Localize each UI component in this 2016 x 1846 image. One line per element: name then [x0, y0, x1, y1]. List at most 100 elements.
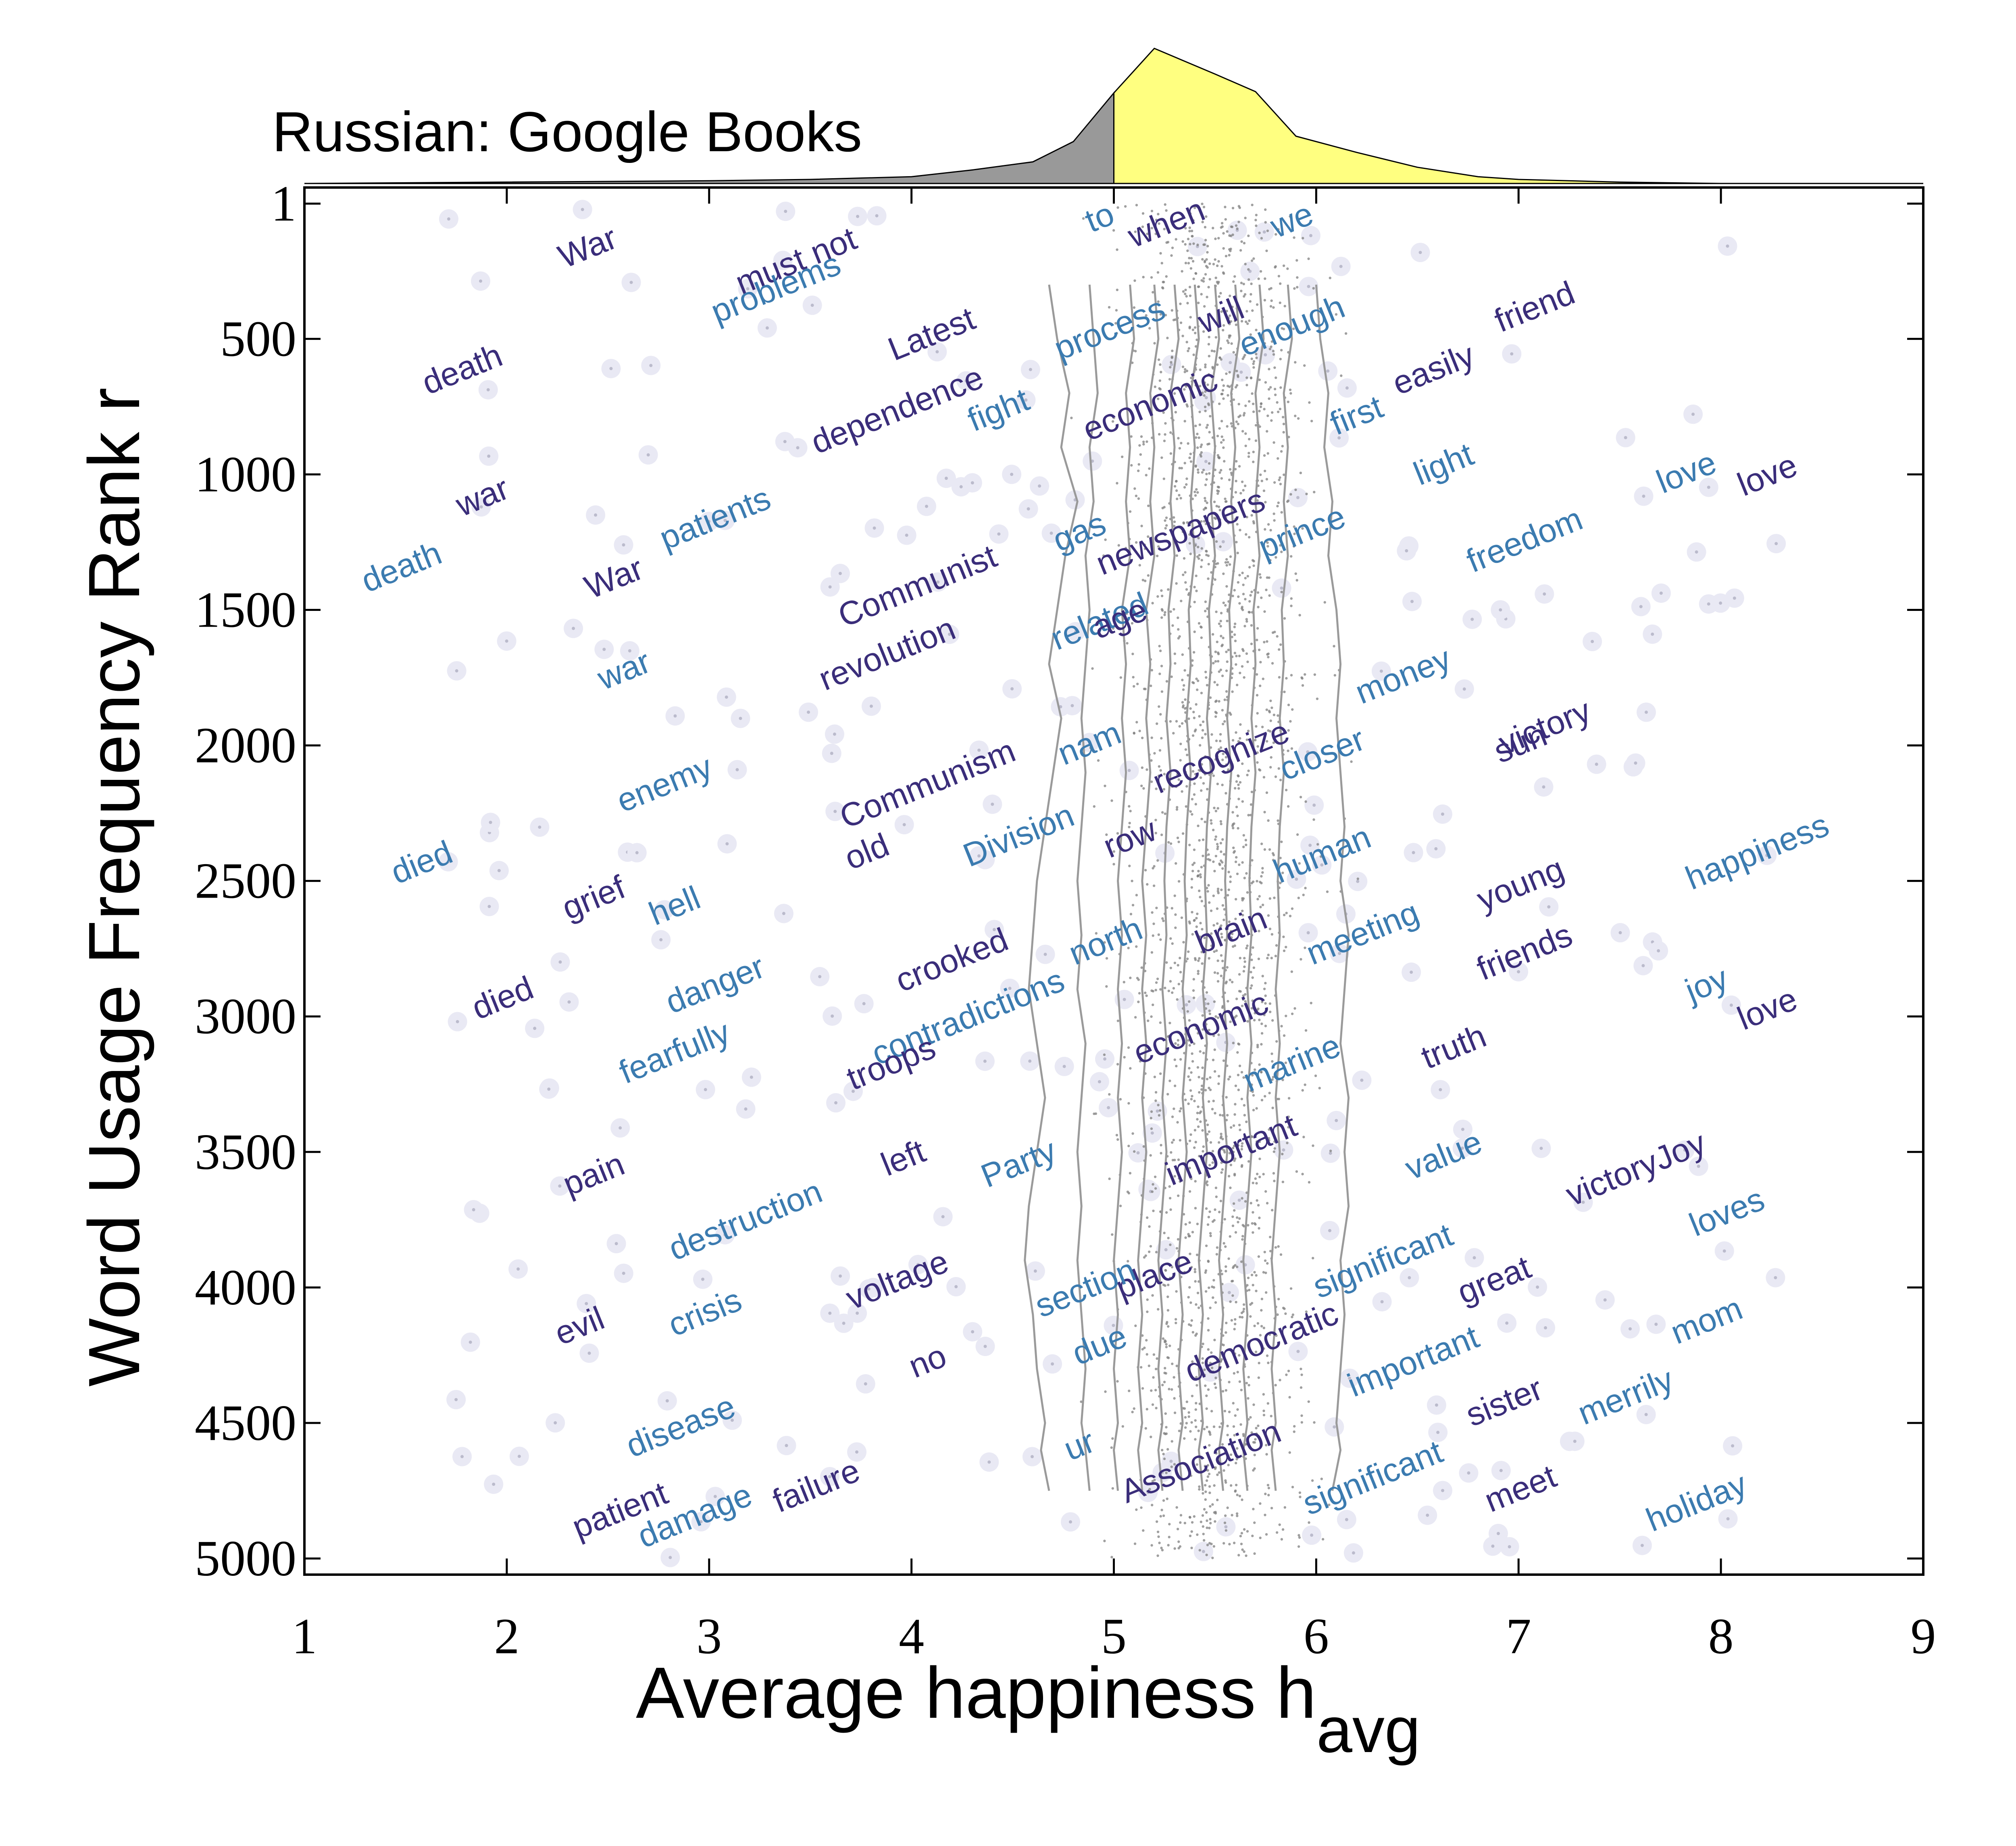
- data-point: [1248, 452, 1250, 454]
- data-point: [1097, 759, 1100, 762]
- data-point: [1247, 1397, 1250, 1400]
- halo-point-center: [1439, 1088, 1442, 1092]
- data-point: [1189, 1301, 1192, 1304]
- halo-point-center: [936, 580, 940, 584]
- data-point: [1236, 1371, 1239, 1373]
- data-point: [1252, 257, 1255, 260]
- data-point: [1233, 1209, 1236, 1212]
- data-point: [1139, 1060, 1142, 1063]
- halo-point-center: [1644, 1413, 1648, 1416]
- data-point: [1281, 1078, 1284, 1081]
- data-point: [1305, 492, 1308, 496]
- data-point: [1303, 364, 1306, 367]
- data-point: [1260, 1022, 1263, 1025]
- halo-point-center: [1774, 1276, 1777, 1279]
- data-point: [1124, 547, 1127, 550]
- data-point: [1206, 1183, 1209, 1186]
- halo-point-center: [1123, 998, 1126, 1001]
- data-point: [1214, 810, 1218, 813]
- halo-point-center: [856, 215, 860, 218]
- data-point: [1268, 710, 1271, 714]
- halo-point-center: [505, 639, 508, 643]
- data-point: [1212, 1296, 1214, 1299]
- data-point: [1245, 947, 1248, 950]
- data-point: [1187, 1323, 1191, 1326]
- data-point: [1206, 1169, 1209, 1173]
- data-point: [1156, 1554, 1159, 1557]
- data-point: [1165, 516, 1168, 519]
- data-point: [1188, 1221, 1191, 1224]
- data-point: [1275, 376, 1277, 379]
- data-point: [1200, 789, 1203, 792]
- word-label: destruction: [664, 1173, 827, 1268]
- data-point: [1226, 1114, 1229, 1117]
- data-point: [1223, 1151, 1226, 1154]
- data-point: [1310, 1002, 1312, 1004]
- data-point: [1163, 227, 1166, 231]
- data-point: [1198, 557, 1200, 560]
- data-point: [1181, 240, 1184, 243]
- data-point: [1266, 541, 1269, 544]
- data-point: [1209, 415, 1212, 418]
- data-point: [1210, 1542, 1213, 1546]
- data-point: [1165, 209, 1168, 212]
- data-point: [1297, 417, 1300, 420]
- data-point: [1256, 1322, 1260, 1325]
- halo-point-center: [1050, 531, 1053, 535]
- data-point: [1294, 572, 1297, 575]
- halo-point-center: [1499, 1469, 1503, 1472]
- data-point: [1188, 521, 1191, 524]
- halo-point-center: [1033, 1269, 1037, 1273]
- data-point: [1272, 441, 1275, 444]
- data-point: [1252, 946, 1254, 949]
- data-point: [1219, 625, 1222, 628]
- data-point: [1250, 514, 1253, 517]
- data-point: [1253, 510, 1256, 513]
- data-point: [1166, 1309, 1170, 1312]
- data-point: [1197, 546, 1200, 548]
- data-point: [1287, 1097, 1291, 1100]
- data-point: [1183, 1407, 1186, 1410]
- data-point: [1216, 683, 1219, 686]
- data-point: [1307, 1400, 1310, 1403]
- data-point: [1275, 1334, 1278, 1337]
- data-point: [1167, 1283, 1170, 1286]
- data-point: [1258, 1227, 1260, 1230]
- data-point: [1206, 296, 1208, 298]
- data-point: [1209, 1306, 1212, 1309]
- data-point: [1175, 720, 1178, 723]
- word-label: north: [1064, 910, 1147, 972]
- halo-point-center: [602, 648, 606, 651]
- data-point: [1210, 819, 1212, 822]
- data-point: [1237, 775, 1240, 777]
- data-point: [1177, 437, 1180, 440]
- data-point: [1212, 1370, 1215, 1373]
- data-point: [1280, 1061, 1283, 1065]
- data-point: [1151, 1403, 1154, 1406]
- data-point: [1247, 1160, 1250, 1163]
- data-point: [1263, 454, 1266, 457]
- data-point: [1214, 238, 1217, 240]
- halo-point-center: [828, 1475, 831, 1478]
- data-point: [1276, 1313, 1279, 1316]
- data-point: [1133, 1542, 1137, 1545]
- data-point: [1173, 1547, 1176, 1550]
- word-label: ur: [1059, 1423, 1100, 1468]
- data-point: [1181, 528, 1184, 531]
- data-point: [1356, 877, 1360, 880]
- data-point: [1130, 464, 1133, 467]
- data-point: [1258, 410, 1261, 413]
- data-point: [1279, 1253, 1283, 1256]
- data-point: [1291, 1486, 1294, 1489]
- data-point: [1161, 1383, 1164, 1386]
- data-point: [1216, 454, 1220, 457]
- word-label: prince: [1253, 498, 1350, 566]
- data-point: [1268, 1333, 1271, 1336]
- data-point: [1278, 648, 1281, 651]
- data-point: [1198, 957, 1201, 960]
- data-point: [1145, 314, 1148, 317]
- data-point: [1195, 590, 1198, 592]
- data-point: [1301, 1173, 1304, 1175]
- data-point: [1237, 1088, 1240, 1092]
- data-point: [1270, 340, 1274, 343]
